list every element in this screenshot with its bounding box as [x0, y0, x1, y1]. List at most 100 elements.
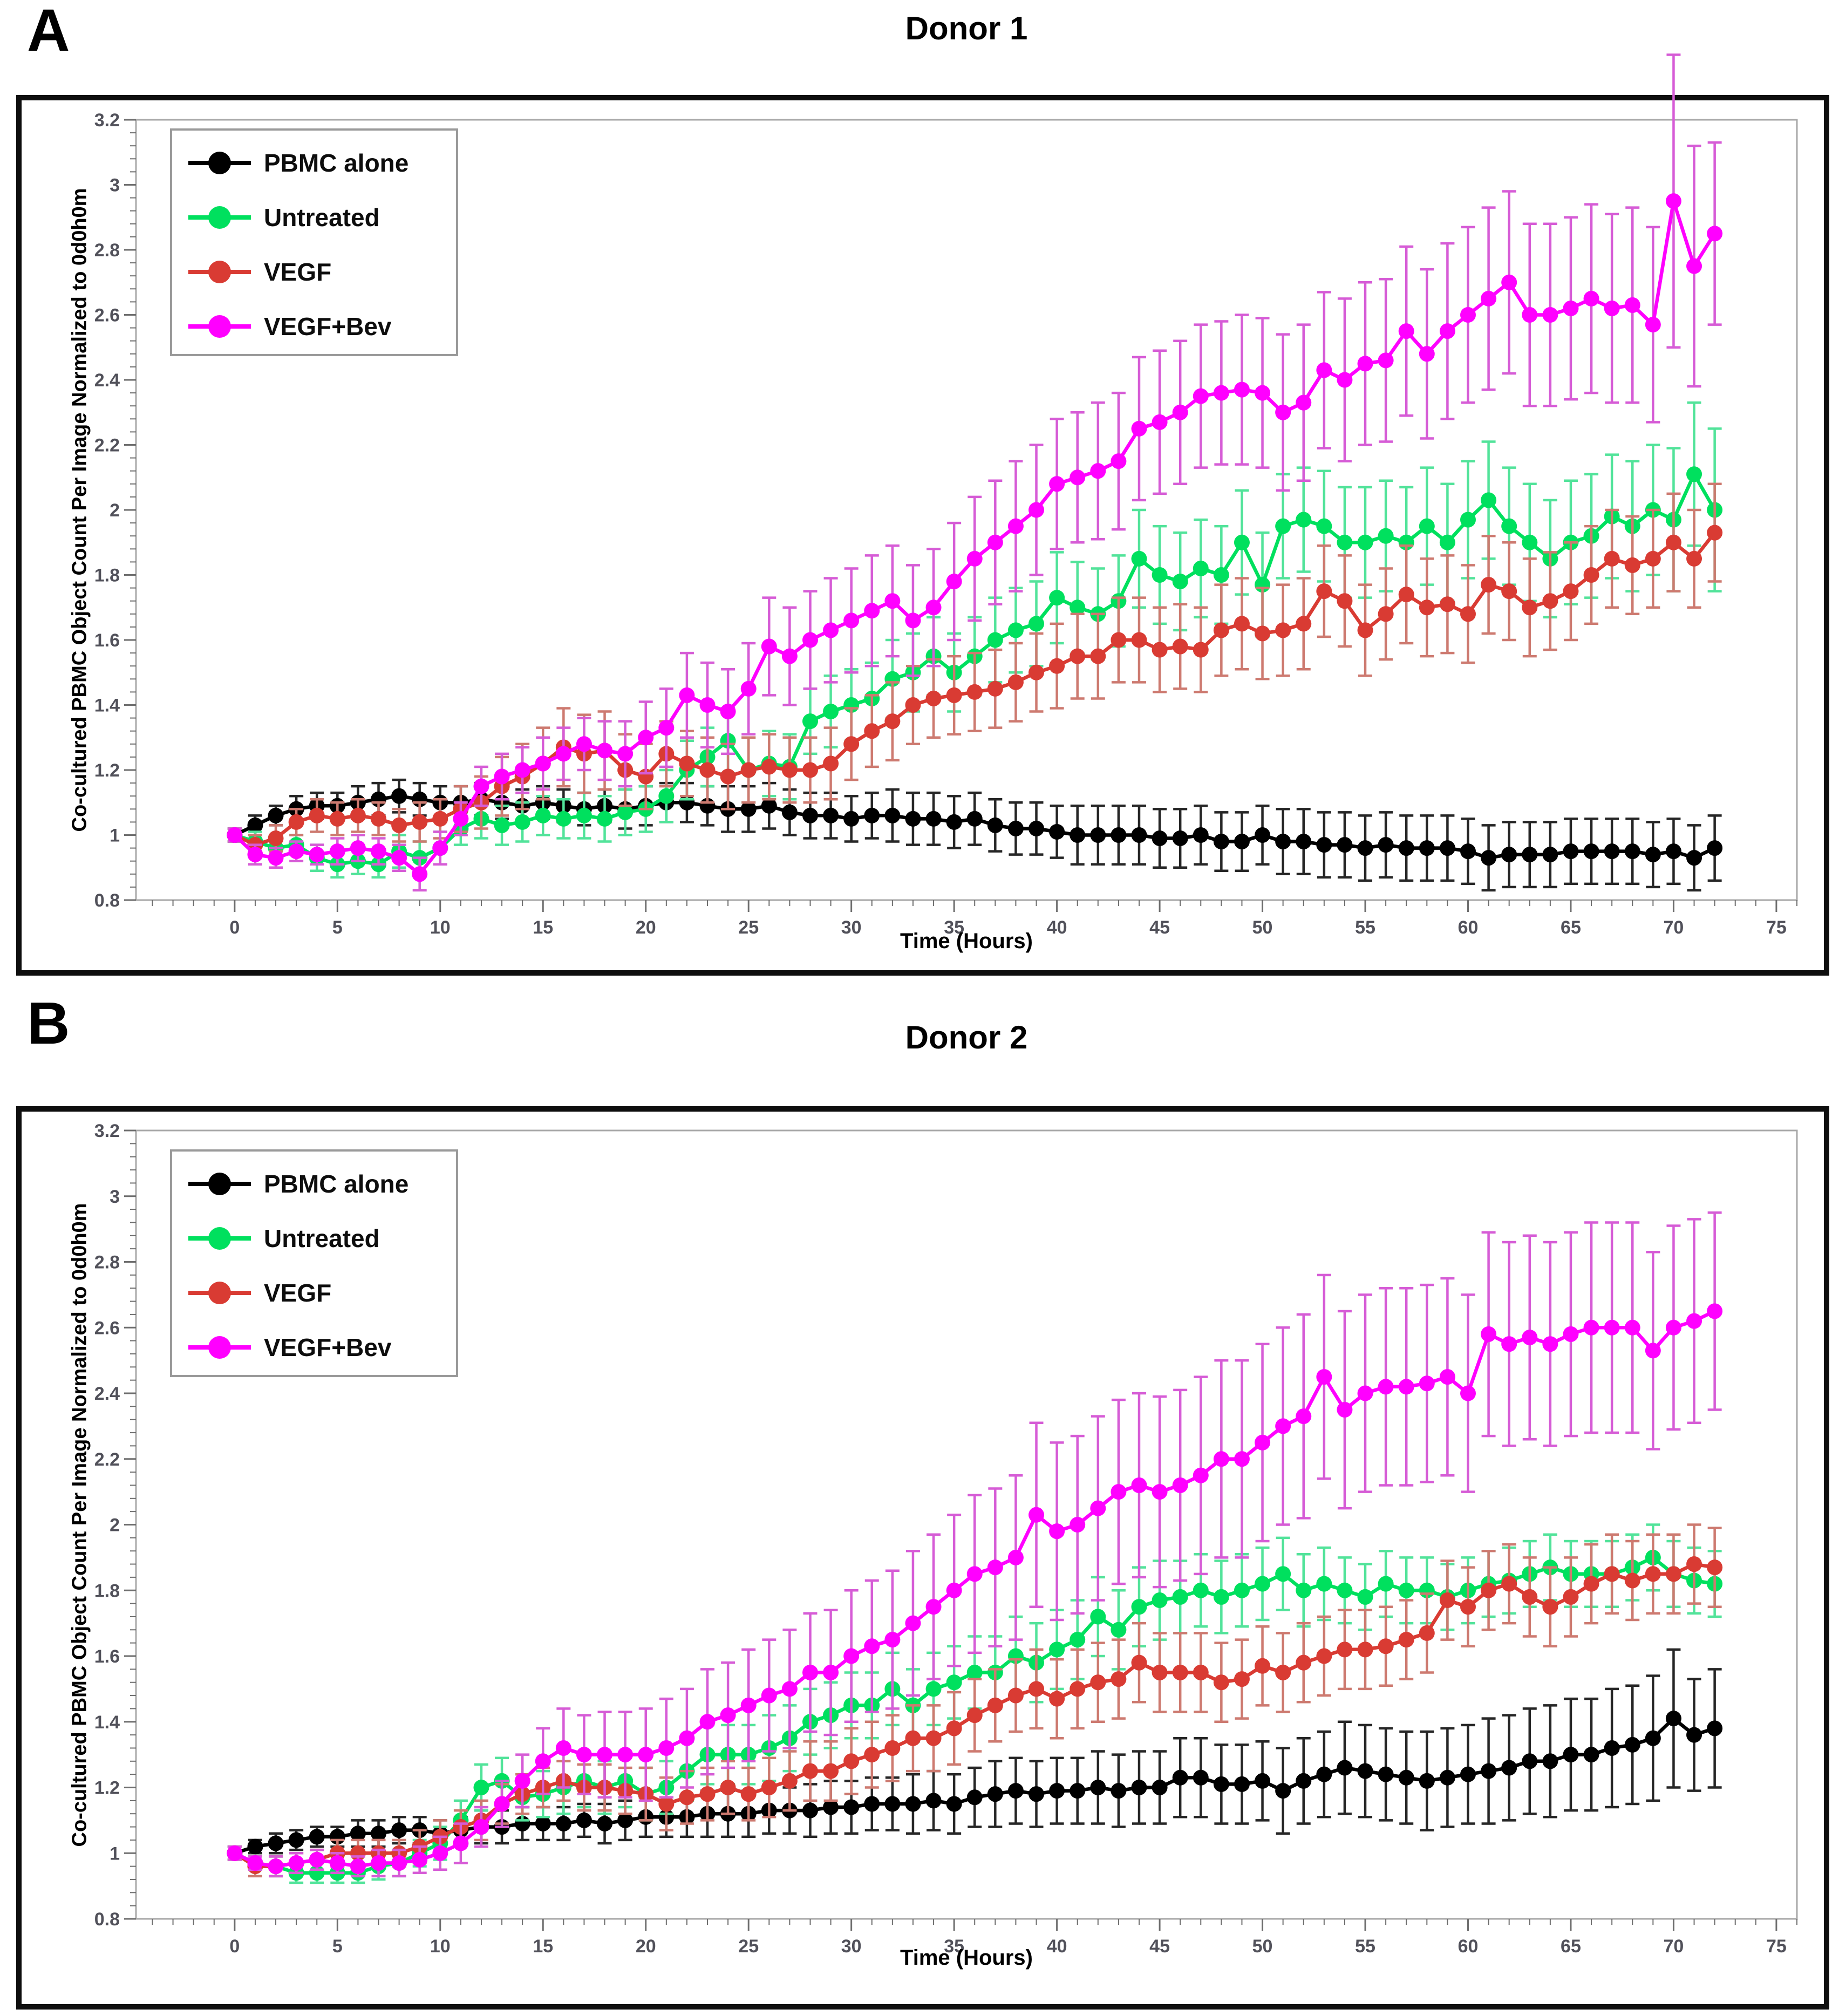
data-point-marker — [823, 755, 839, 772]
data-point-marker — [1213, 1589, 1229, 1605]
data-point-marker — [1007, 820, 1024, 836]
data-point-marker — [925, 1681, 942, 1697]
data-point-marker — [761, 1780, 777, 1795]
data-point-marker — [1111, 1622, 1127, 1638]
data-point-marker — [1522, 1589, 1538, 1605]
data-point-marker — [309, 1829, 325, 1845]
x-tick-label: 10 — [430, 917, 451, 938]
legend-label: VEGF+Bev — [264, 312, 392, 340]
data-point-marker — [288, 843, 304, 860]
data-point-marker — [535, 755, 551, 772]
data-point-marker — [884, 807, 901, 823]
data-point-marker — [658, 720, 675, 736]
data-point-marker — [1316, 518, 1332, 534]
data-point-marker — [1172, 574, 1188, 590]
data-point-marker — [1439, 1369, 1455, 1385]
data-point-marker — [1234, 834, 1250, 850]
data-point-marker — [823, 1799, 839, 1815]
series-vegf-bev — [227, 1211, 1723, 1878]
data-point-marker — [535, 807, 551, 823]
data-point-marker — [1296, 394, 1312, 411]
legend-label: VEGF — [264, 1279, 331, 1307]
data-point-marker — [843, 612, 860, 629]
data-point-marker — [1398, 840, 1414, 856]
data-point-marker — [1686, 466, 1702, 482]
data-point-marker — [1234, 1776, 1250, 1792]
data-point-marker — [1234, 1582, 1250, 1598]
y-tick-label: 1.2 — [94, 1778, 120, 1799]
data-point-marker — [740, 762, 757, 778]
y-tick-label: 1.2 — [94, 760, 120, 781]
data-point-marker — [1686, 850, 1702, 866]
data-point-marker — [802, 713, 818, 730]
data-point-marker — [1439, 534, 1455, 550]
data-point-marker — [1460, 606, 1476, 622]
data-point-marker — [1070, 600, 1086, 616]
data-point-marker — [946, 1674, 962, 1691]
data-point-marker — [843, 811, 860, 827]
data-point-marker — [617, 746, 634, 762]
data-point-marker — [884, 593, 901, 609]
data-point-marker — [740, 801, 757, 817]
data-point-marker — [268, 807, 284, 823]
data-point-marker — [1419, 1625, 1435, 1641]
x-tick-label: 45 — [1149, 917, 1170, 938]
data-point-marker — [946, 1720, 962, 1736]
data-point-marker — [802, 1802, 818, 1819]
data-point-marker — [987, 534, 1003, 550]
data-point-marker — [412, 866, 428, 882]
data-point-marker — [1357, 534, 1373, 550]
data-point-marker — [1501, 1576, 1517, 1592]
panel-a-letter: A — [27, 0, 70, 64]
y-tick-label: 2.8 — [94, 240, 120, 261]
data-point-marker — [1152, 830, 1168, 847]
y-tick-label: 0.8 — [94, 890, 120, 911]
legend-marker-icon — [208, 1227, 231, 1250]
data-point-marker — [679, 755, 695, 772]
data-point-marker — [1337, 1582, 1353, 1598]
x-tick-label: 35 — [944, 917, 964, 938]
data-point-marker — [1275, 1783, 1291, 1799]
data-point-marker — [1439, 596, 1455, 612]
data-point-marker — [1172, 1589, 1188, 1605]
data-point-marker — [1152, 1664, 1168, 1680]
data-point-marker — [1686, 1556, 1702, 1572]
data-point-marker — [247, 1855, 263, 1871]
data-point-marker — [905, 1730, 921, 1746]
data-point-marker — [1007, 622, 1024, 638]
data-point-marker — [966, 1664, 983, 1680]
data-point-marker — [1378, 1638, 1394, 1654]
data-point-marker — [823, 1664, 839, 1680]
y-tick-label: 1.8 — [94, 566, 120, 586]
y-tick-label: 2 — [110, 1515, 120, 1536]
data-point-marker — [1193, 560, 1209, 576]
data-point-marker — [1501, 1336, 1517, 1352]
data-point-marker — [1604, 1319, 1620, 1336]
data-point-marker — [494, 768, 510, 785]
data-point-marker — [1624, 843, 1640, 860]
data-point-marker — [1378, 606, 1394, 622]
data-point-marker — [597, 811, 613, 827]
data-point-marker — [946, 814, 962, 830]
data-point-marker — [1439, 323, 1455, 339]
data-point-marker — [1090, 1500, 1106, 1516]
legend-label: PBMC alone — [264, 149, 408, 177]
data-point-marker — [1275, 1418, 1291, 1434]
data-point-marker — [391, 788, 407, 804]
data-point-marker — [1357, 1642, 1373, 1658]
data-point-marker — [1111, 453, 1127, 469]
x-tick-label: 75 — [1766, 1936, 1787, 1957]
data-point-marker — [1049, 823, 1065, 840]
data-point-marker — [1049, 658, 1065, 674]
legend-marker-icon — [208, 1282, 231, 1304]
legend-label: VEGF — [264, 258, 331, 286]
data-point-marker — [1481, 1326, 1497, 1342]
data-point-marker — [966, 1707, 983, 1724]
data-point-marker — [1152, 1780, 1168, 1795]
data-point-marker — [1131, 550, 1147, 567]
data-point-marker — [576, 807, 592, 823]
data-point-marker — [247, 847, 263, 863]
data-point-marker — [1029, 1681, 1045, 1697]
data-point-marker — [925, 811, 942, 827]
data-point-marker — [1234, 1671, 1250, 1687]
